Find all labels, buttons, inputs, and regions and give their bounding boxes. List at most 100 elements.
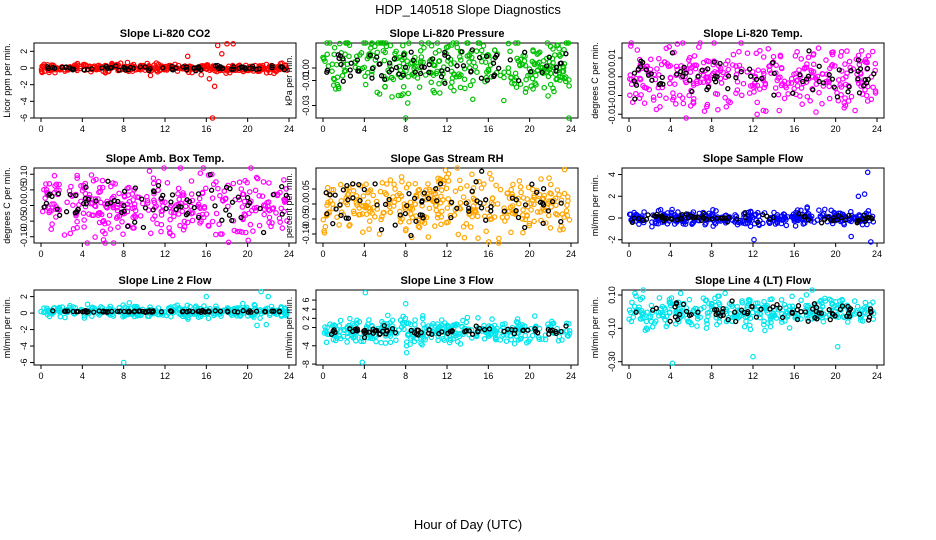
data-point: [467, 224, 474, 230]
x-tick-label: 0: [38, 124, 43, 134]
reference-point: [663, 215, 670, 222]
reference-point: [468, 69, 474, 75]
data-point: [100, 237, 107, 243]
reference-point: [160, 65, 166, 71]
reference-point: [680, 301, 687, 308]
data-point: [107, 226, 114, 232]
reference-point: [142, 205, 149, 211]
data-point: [637, 315, 644, 322]
reference-point: [709, 216, 715, 222]
data-point: [515, 57, 522, 64]
data-point: [666, 80, 673, 87]
reference-point: [847, 306, 854, 312]
reference-point: [744, 310, 751, 317]
reference-point: [230, 66, 236, 72]
reference-point: [374, 54, 380, 60]
data-point: [168, 313, 174, 320]
data-point: [718, 80, 725, 86]
reference-point: [631, 215, 637, 221]
y-tick-label: 0: [301, 325, 311, 330]
data-point: [180, 190, 186, 196]
data-point: [478, 47, 485, 54]
panel-4: Slope Amb. Box Temp. degrees C per min. 0 4…: [2, 153, 297, 259]
reference-point: [720, 309, 726, 315]
x-tick-label: 8: [709, 124, 714, 134]
data-point: [415, 223, 422, 230]
data-point: [507, 48, 513, 55]
data-point: [407, 199, 414, 206]
data-point: [81, 61, 87, 68]
reference-point: [212, 203, 218, 209]
data-point: [761, 70, 767, 77]
data-point: [448, 68, 455, 75]
x-tick-label: 8: [121, 371, 126, 381]
data-point: [259, 193, 266, 200]
data-point: [694, 315, 701, 322]
data-point: [764, 320, 771, 326]
data-point: [450, 40, 456, 46]
data-point: [708, 303, 715, 310]
data-point: [380, 40, 387, 46]
reference-point: [386, 196, 392, 203]
data-point: [649, 309, 656, 316]
data-point: [724, 58, 731, 64]
reference-point: [801, 213, 807, 220]
panel-7: Slope Line 2 Flow ml/min per min. 0 4 8 12 16 2…: [2, 275, 297, 381]
reference-point: [372, 181, 378, 187]
data-point: [409, 206, 416, 212]
data-point: [451, 60, 457, 66]
data-point: [543, 55, 550, 62]
reference-point: [836, 67, 842, 73]
data-point: [402, 227, 409, 234]
data-point: [734, 303, 741, 310]
reference-point: [70, 308, 76, 315]
data-point: [209, 195, 216, 201]
reference-point: [158, 195, 165, 201]
data-point: [213, 210, 220, 217]
outlier-point: [867, 239, 874, 245]
data-point: [277, 219, 284, 225]
reference-point: [673, 301, 679, 307]
data-point: [119, 219, 125, 225]
data-point: [778, 296, 785, 303]
reference-point: [448, 214, 454, 221]
data-point: [777, 74, 783, 81]
reference-point: [83, 184, 89, 190]
data-point: [241, 211, 248, 217]
data-point: [643, 318, 650, 325]
data-point: [380, 48, 387, 54]
data-point: [217, 192, 223, 199]
data-point: [57, 313, 64, 320]
reference-point: [796, 211, 802, 217]
reference-point: [748, 73, 754, 79]
x-tick-label: 4: [668, 124, 673, 134]
data-point: [545, 93, 551, 99]
reference-point: [404, 202, 410, 209]
data-point: [701, 304, 707, 311]
data-point: [683, 305, 690, 311]
data-point: [432, 323, 438, 329]
data-point: [438, 221, 444, 228]
data-point: [48, 208, 54, 214]
data-point: [355, 65, 362, 72]
reference-point: [478, 75, 485, 81]
reference-point: [789, 310, 795, 316]
data-point: [715, 63, 722, 69]
data-point: [390, 194, 396, 200]
reference-point: [649, 77, 655, 83]
reference-point: [83, 201, 89, 207]
reference-point: [384, 328, 391, 334]
data-point: [647, 56, 654, 63]
data-point: [86, 211, 92, 217]
reference-point: [711, 59, 717, 65]
data-point: [420, 321, 426, 327]
data-point: [366, 226, 372, 233]
reference-point: [558, 218, 564, 225]
reference-point: [463, 200, 469, 206]
reference-point: [760, 211, 766, 218]
reference-point: [868, 309, 874, 316]
reference-point: [217, 308, 224, 314]
data-point: [334, 74, 341, 81]
data-point: [663, 323, 670, 330]
data-point: [239, 229, 245, 235]
